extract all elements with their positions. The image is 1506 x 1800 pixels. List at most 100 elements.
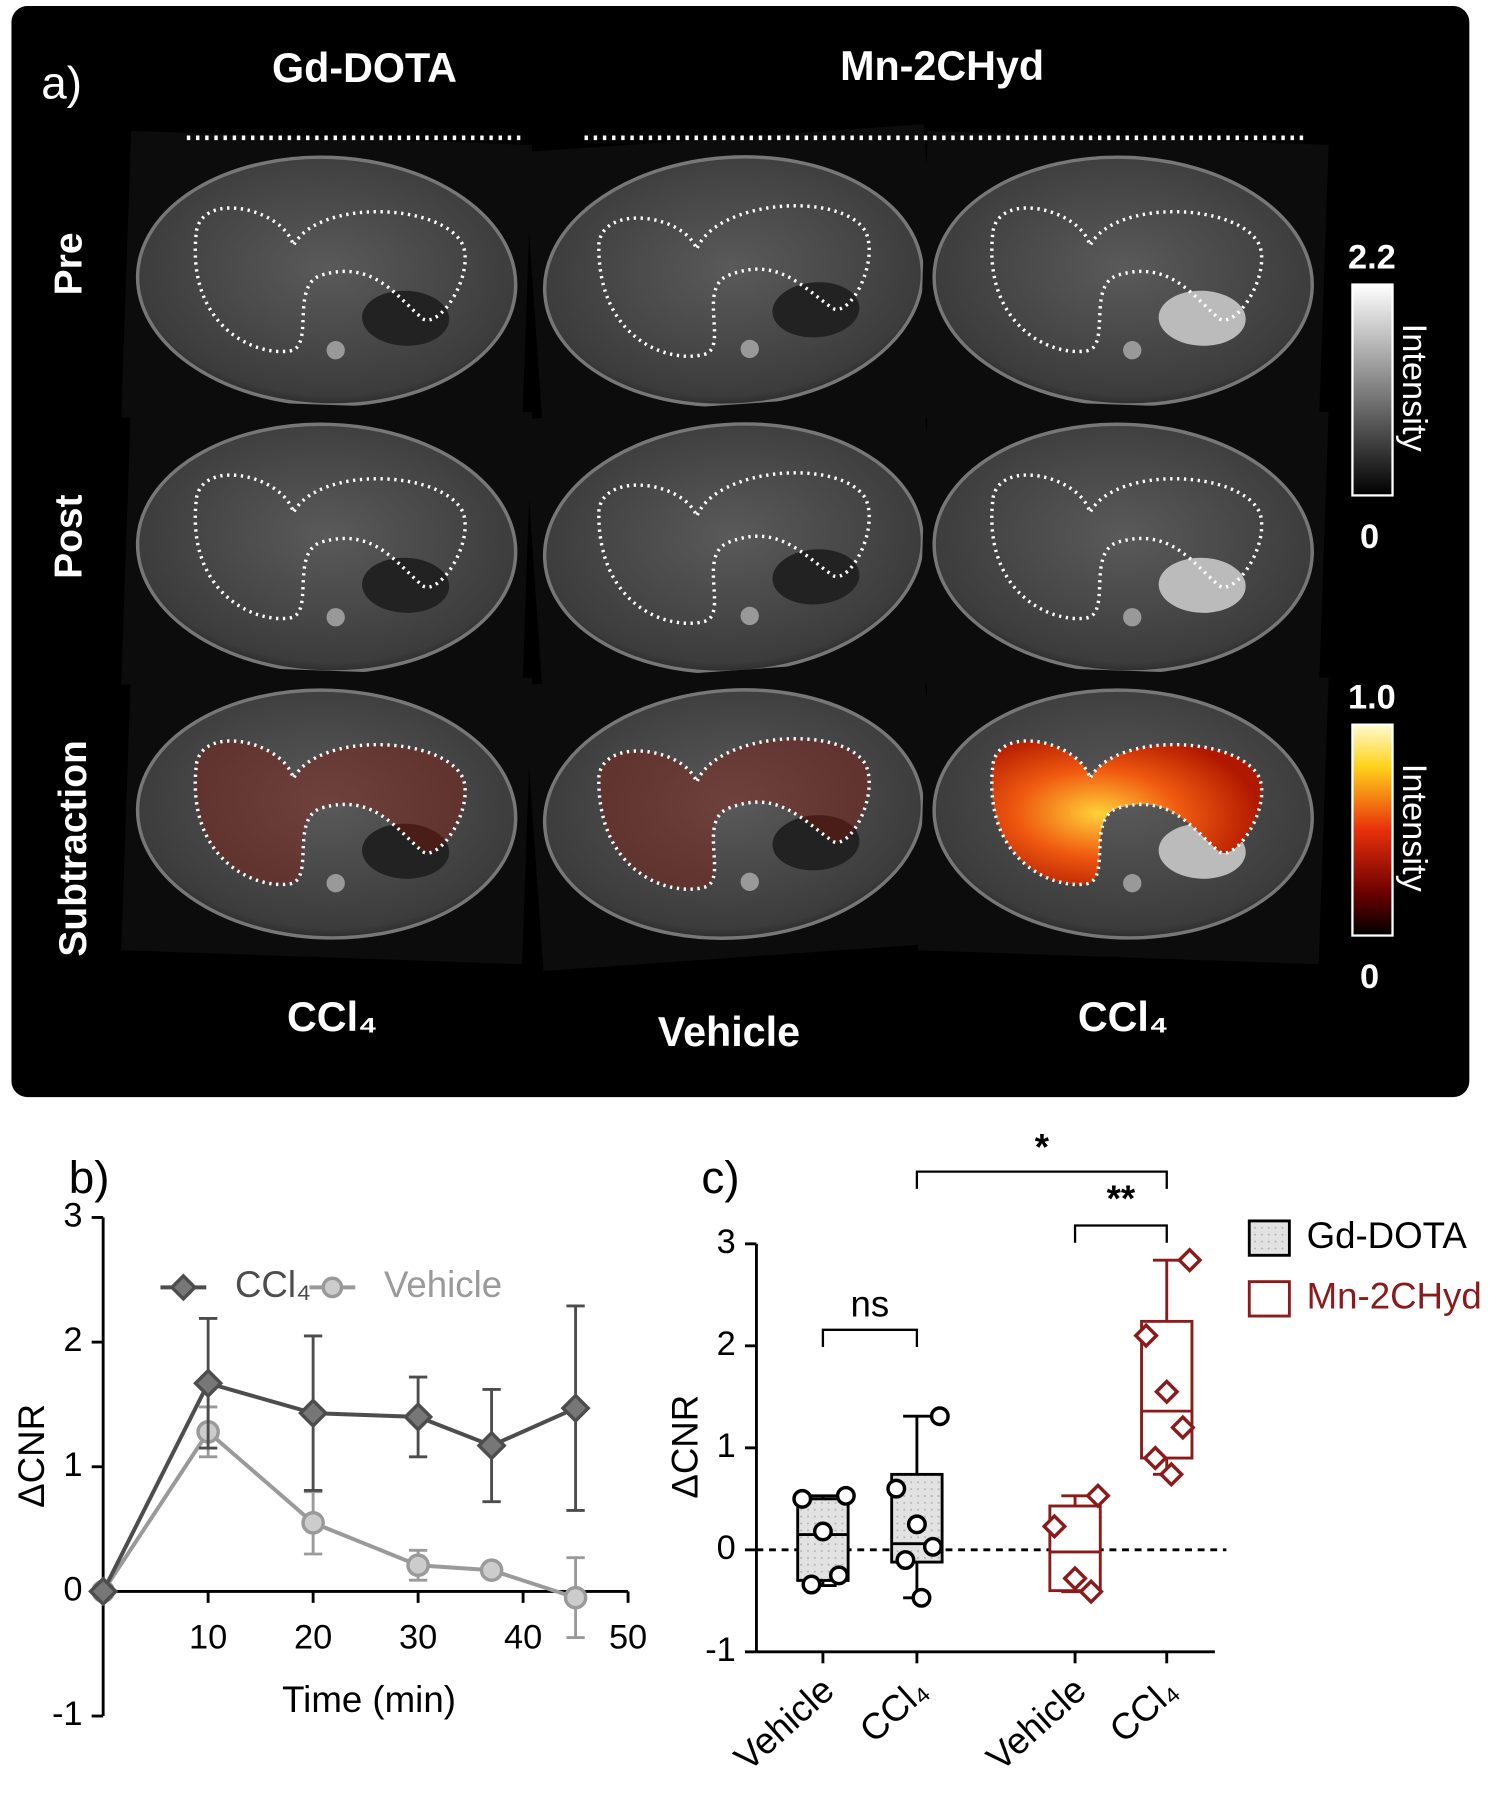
- liver-outline: [193, 739, 467, 887]
- y-tick-label: 3: [63, 1197, 82, 1235]
- panel-label: a): [41, 57, 82, 108]
- mri-slice: [917, 397, 1329, 699]
- mri-slice: [523, 391, 944, 706]
- vessel: [1123, 608, 1142, 627]
- organ: [362, 557, 450, 613]
- mri-images: [121, 124, 1329, 971]
- colorbar-max: 2.2: [1348, 238, 1396, 276]
- liver-outline: [990, 206, 1264, 354]
- mri-slice: [917, 130, 1329, 432]
- significance-label: *: [1035, 1127, 1050, 1168]
- liver-outline: [597, 204, 871, 358]
- data-point: [1142, 1445, 1169, 1471]
- legend-marker: [321, 1276, 344, 1299]
- vessel: [740, 872, 759, 892]
- y-tick-label: 2: [63, 1321, 82, 1359]
- significance-label: **: [1107, 1178, 1136, 1219]
- significance-label: ns: [851, 1284, 890, 1325]
- y-axis-title: ΔCNR: [11, 1404, 52, 1508]
- data-point: [812, 1521, 833, 1542]
- data-point: [828, 1565, 849, 1586]
- data-point: [1133, 1322, 1159, 1349]
- column-header: Gd-DOTA: [272, 45, 457, 91]
- body-section: [542, 688, 925, 940]
- y-tick-label: 1: [63, 1446, 82, 1484]
- row-label: Pre: [47, 232, 90, 295]
- data-point: [193, 1368, 224, 1399]
- colorbar-title: Intensity: [1395, 764, 1433, 893]
- x-axis-title: Time (min): [282, 1679, 456, 1720]
- data-point: [801, 1574, 822, 1595]
- data-point: [406, 1553, 430, 1578]
- liver-outline: [193, 206, 467, 354]
- y-tick-label: 0: [63, 1570, 82, 1608]
- series-line: [101, 1380, 577, 1593]
- column-label: CCl₄: [287, 994, 378, 1040]
- legend-label: Gd-DOTA: [1307, 1215, 1468, 1256]
- data-point: [922, 1536, 943, 1557]
- y-axis-title: ΔCNR: [664, 1395, 705, 1499]
- vessel: [1123, 341, 1142, 360]
- data-point: [88, 1576, 119, 1607]
- y-tick-label: 0: [717, 1529, 736, 1567]
- data-point: [895, 1550, 916, 1571]
- data-point: [835, 1485, 856, 1506]
- mri-slice: [523, 657, 944, 971]
- data-point: [911, 1587, 932, 1608]
- liver-outline: [193, 473, 467, 621]
- data-point: [1158, 1461, 1185, 1488]
- legend-label: Mn-2CHyd: [1307, 1276, 1482, 1317]
- data-point: [1041, 1513, 1068, 1540]
- organ: [362, 290, 450, 346]
- y-tick-label: -1: [52, 1695, 83, 1733]
- data-point: [906, 1514, 927, 1535]
- significance-bracket: [821, 1328, 919, 1347]
- data-point: [1154, 1378, 1180, 1405]
- column-label: Vehicle: [658, 1009, 800, 1055]
- data-point: [1170, 1414, 1196, 1441]
- y-tick-label: -1: [705, 1631, 736, 1669]
- vessel: [740, 606, 759, 626]
- data-point: [886, 1478, 907, 1499]
- row-label: Post: [47, 494, 90, 578]
- data-point: [1176, 1247, 1203, 1273]
- vessel: [326, 873, 345, 893]
- y-tick-label: 1: [717, 1427, 736, 1465]
- y-tick-label: 2: [717, 1325, 736, 1363]
- organ: [772, 549, 860, 605]
- x-tick-label: CCl₄: [1102, 1669, 1186, 1750]
- colorbar-max: 1.0: [1348, 679, 1396, 717]
- liver-outline: [990, 473, 1264, 621]
- x-tick-label: Vehicle: [978, 1669, 1093, 1779]
- data-point: [403, 1401, 434, 1432]
- data-point: [563, 1585, 588, 1610]
- mri-slice: [121, 397, 533, 699]
- panel-label: b): [69, 1152, 110, 1203]
- liver-outline: [990, 739, 1264, 887]
- x-tick-label: 20: [294, 1619, 332, 1657]
- mri-slice: [917, 663, 1329, 965]
- colorbar-min: 0: [1360, 518, 1379, 556]
- organ: [1158, 557, 1246, 613]
- significance-bracket: [915, 1170, 1168, 1189]
- column-header: Mn-2CHyd: [840, 43, 1044, 89]
- data-point: [476, 1430, 507, 1461]
- column-label: CCl₄: [1078, 994, 1169, 1040]
- data-point: [1062, 1565, 1088, 1592]
- panel-label: c): [701, 1152, 739, 1203]
- organ: [1158, 290, 1246, 346]
- x-tick-label: 50: [609, 1619, 647, 1657]
- vessel: [326, 608, 345, 627]
- organ: [772, 815, 860, 871]
- organ: [362, 823, 450, 879]
- legend-swatch: [1247, 1280, 1291, 1318]
- legend-marker: [169, 1273, 198, 1302]
- mri-slice: [121, 663, 533, 965]
- vessel: [740, 339, 759, 359]
- data-point: [1078, 1578, 1104, 1605]
- colorbar: [1351, 283, 1394, 497]
- colorbar-min: 0: [1360, 958, 1379, 996]
- y-tick-label: 3: [717, 1223, 736, 1261]
- colorbar-title: Intensity: [1395, 324, 1433, 453]
